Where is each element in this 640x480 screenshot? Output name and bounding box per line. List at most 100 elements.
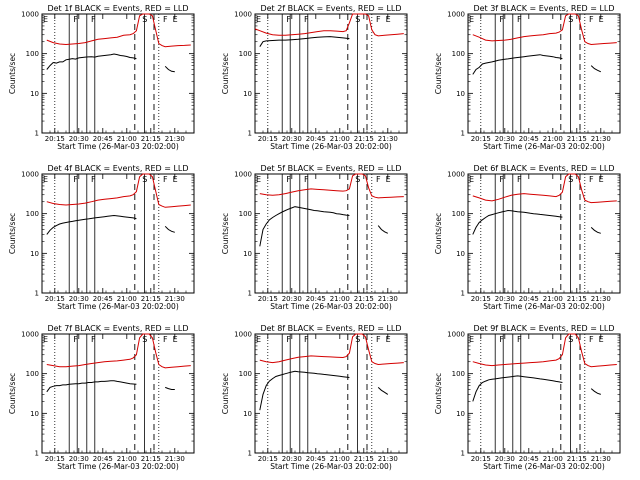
x-tick-label: 21:00 — [117, 455, 137, 463]
x-tick-label: 20:15 — [258, 455, 278, 463]
lld-series-line — [259, 173, 404, 199]
x-tick-label: 20:45 — [306, 135, 326, 143]
y-tick-label: 1000 — [447, 331, 465, 339]
chart-title: Det 8f BLACK = Events, RED = LLD — [260, 324, 401, 333]
event-label: S — [568, 15, 573, 24]
event-label: E — [173, 175, 178, 184]
event-label: F — [304, 335, 309, 344]
event-label: F — [499, 175, 504, 184]
event-label: F — [304, 15, 309, 24]
event-label: E — [386, 175, 391, 184]
event-label: F — [376, 175, 381, 184]
panel-det-7: Det 7f BLACK = Events, RED = LLD Counts/s… — [8, 324, 195, 471]
event-label: F — [91, 175, 96, 184]
x-axis-label: Start Time (26-Mar-03 20:02:00) — [483, 302, 605, 311]
x-tick-label: 21:30 — [165, 135, 185, 143]
x-axis-label: Start Time (26-Mar-03 20:02:00) — [483, 142, 605, 151]
plot-frame — [41, 333, 195, 454]
event-label: E — [469, 15, 474, 24]
x-tick-label: 21:00 — [330, 135, 350, 143]
plot-frame — [254, 173, 408, 294]
event-label: S — [142, 15, 147, 24]
x-tick-label: 20:15 — [258, 295, 278, 303]
panel-det-2: Det 2f BLACK = Events, RED = LLD Counts/s… — [221, 4, 408, 151]
y-tick-label: 10 — [456, 410, 465, 418]
event-label: E — [43, 175, 48, 184]
plot-frame — [467, 333, 621, 454]
event-label: F — [517, 175, 522, 184]
events-series-line-seg2 — [164, 65, 175, 73]
event-label: F — [73, 335, 78, 344]
events-series-line-seg1 — [46, 214, 137, 235]
lld-series-line — [472, 173, 617, 204]
x-tick-label: 21:15 — [567, 295, 587, 303]
x-tick-label: 20:30 — [282, 135, 302, 143]
event-label: F — [376, 335, 381, 344]
event-label: E — [256, 15, 261, 24]
x-tick-label: 20:30 — [69, 295, 89, 303]
y-tick-label: 100 — [239, 370, 252, 378]
y-tick-label: 100 — [452, 50, 465, 58]
x-tick-label: 21:30 — [378, 295, 398, 303]
chart-title: Det 4f BLACK = Events, RED = LLD — [47, 164, 188, 173]
events-series-line-seg2 — [590, 65, 602, 73]
x-axis-label: Start Time (26-Mar-03 20:02:00) — [270, 462, 392, 471]
events-series-line-seg1 — [472, 375, 563, 402]
events-series-line-seg1 — [472, 54, 563, 75]
x-tick-label: 20:45 — [519, 295, 539, 303]
event-label: F — [73, 175, 78, 184]
y-axis-label: Counts/sec — [8, 373, 17, 414]
plot-frame — [41, 13, 195, 134]
y-tick-label: 1000 — [21, 331, 39, 339]
event-label: S — [355, 175, 360, 184]
y-tick-label: 1000 — [21, 171, 39, 179]
y-tick-label: 1 — [35, 290, 39, 298]
x-tick-label: 20:30 — [495, 135, 515, 143]
x-tick-label: 21:30 — [378, 135, 398, 143]
y-tick-label: 10 — [243, 410, 252, 418]
x-tick-label: 20:15 — [45, 295, 65, 303]
events-series-line-seg1 — [259, 206, 350, 247]
events-series-line-seg1 — [46, 380, 137, 393]
y-tick-label: 1000 — [447, 11, 465, 19]
event-label: F — [376, 15, 381, 24]
y-tick-label: 100 — [239, 50, 252, 58]
event-label: E — [173, 335, 178, 344]
plot-frame — [41, 173, 195, 294]
y-tick-label: 100 — [26, 370, 39, 378]
y-tick-label: 1000 — [234, 331, 252, 339]
events-series-line-seg1 — [259, 370, 350, 411]
y-axis-label: Counts/sec — [8, 53, 17, 94]
event-label: F — [286, 15, 291, 24]
x-tick-label: 20:45 — [93, 455, 113, 463]
x-tick-label: 21:00 — [117, 135, 137, 143]
events-series-line-seg2 — [164, 225, 175, 233]
chart-title: Det 3f BLACK = Events, RED = LLD — [473, 4, 614, 13]
x-tick-label: 21:00 — [543, 295, 563, 303]
event-label: F — [589, 335, 594, 344]
panel-det-5: Det 5f BLACK = Events, RED = LLD Counts/s… — [221, 164, 408, 311]
x-tick-label: 21:15 — [141, 455, 161, 463]
event-label: E — [256, 335, 261, 344]
event-label: F — [517, 15, 522, 24]
y-axis-label: Counts/sec — [221, 53, 230, 94]
y-axis-label: Counts/sec — [434, 53, 443, 94]
y-tick-label: 100 — [452, 210, 465, 218]
x-tick-label: 21:00 — [330, 295, 350, 303]
lld-series-line — [46, 173, 191, 208]
event-label: E — [599, 335, 604, 344]
x-tick-label: 20:15 — [258, 135, 278, 143]
event-label: F — [91, 15, 96, 24]
event-label: E — [173, 15, 178, 24]
chart-title: Det 6f BLACK = Events, RED = LLD — [473, 164, 614, 173]
lld-series-line — [259, 333, 404, 366]
y-axis-label: Counts/sec — [8, 213, 17, 254]
event-label: S — [142, 175, 147, 184]
y-tick-label: 1 — [35, 130, 39, 138]
chart-title: Det 2f BLACK = Events, RED = LLD — [260, 4, 401, 13]
events-series-line-seg2 — [165, 386, 175, 390]
y-tick-label: 1 — [248, 290, 252, 298]
event-label: F — [91, 335, 96, 344]
chart-title: Det 5f BLACK = Events, RED = LLD — [260, 164, 401, 173]
